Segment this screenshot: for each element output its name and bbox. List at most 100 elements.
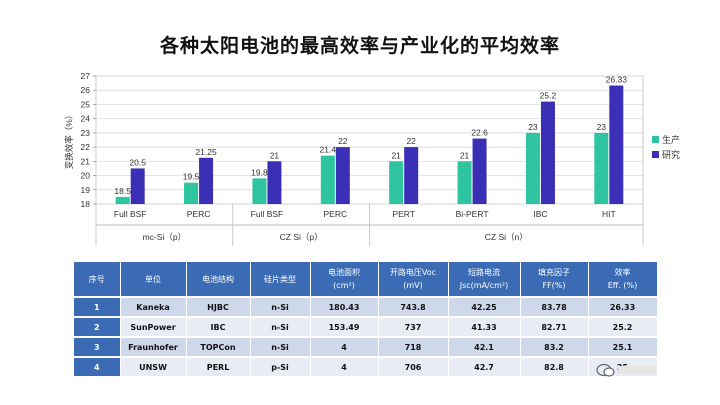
- table-header-cell: 电池面积 (cm²): [310, 262, 379, 297]
- header-text: 硅片类型: [264, 274, 296, 284]
- table-cell: 2: [74, 316, 121, 337]
- bar: [525, 132, 540, 204]
- table-cell: 41.33: [448, 316, 521, 337]
- table-cell: 42.25: [448, 296, 521, 317]
- legend-swatch: [652, 151, 659, 158]
- legend-label: 生产: [662, 134, 680, 145]
- data-label: 19.8: [251, 167, 268, 177]
- bar: [609, 85, 624, 204]
- table-cell: 26.33: [588, 296, 658, 317]
- bar: [404, 147, 419, 204]
- table-row: 3 Fraunhofer TOPCon n-Si 4 718 42.1 83.2 25.1: [74, 336, 658, 357]
- slide-title: 各种太阳电池的最高效率与产业化的平均效率: [159, 35, 560, 57]
- data-label: 26.33: [606, 75, 628, 85]
- y-tick-label: 27: [81, 71, 91, 81]
- x-tick-label: IBC: [533, 209, 547, 219]
- header-text: 单位: [145, 274, 161, 284]
- y-tick-label: 22: [81, 142, 91, 152]
- data-label: 20.5: [129, 157, 146, 167]
- header-text: FF(%): [542, 281, 566, 290]
- table-cell: 42.7: [448, 356, 521, 376]
- data-label: 23: [597, 122, 607, 132]
- table-cell: Kaneka: [120, 296, 187, 317]
- data-label: 19.5: [183, 172, 200, 182]
- table-cell: 25.2: [588, 316, 658, 337]
- table-cell: PERL: [186, 356, 251, 376]
- data-label: 23: [528, 122, 538, 132]
- data-label: 21.25: [195, 147, 217, 157]
- table-header-cell: 序号: [74, 262, 121, 297]
- table-cell: Fraunhofer: [120, 336, 187, 357]
- plot-area: [95, 75, 644, 205]
- bar: [389, 161, 404, 204]
- table-cell: SunPower: [120, 316, 187, 337]
- header-text: 开路电压Voc: [389, 268, 437, 277]
- table-header-row: 序号 单位 电池结构 硅片类型 电池面积 (cm²) 开路电压Voc (mV) 短路电流 Jsc(…: [74, 262, 658, 297]
- table-cell: 4: [310, 336, 379, 357]
- group-label: CZ Si（n）: [485, 232, 528, 242]
- data-label: 21.4: [320, 145, 337, 155]
- bar: [199, 157, 214, 204]
- table-cell: 1: [74, 296, 121, 317]
- table-cell: IBC: [186, 316, 251, 337]
- x-tick-label: PERC: [187, 209, 211, 219]
- group-label: CZ Si（p）: [280, 232, 323, 242]
- group-label: mc-Si（p）: [143, 232, 186, 242]
- table-cell: TOPCon: [186, 336, 251, 357]
- table-cell: 706: [378, 356, 449, 376]
- x-tick-label: PERC: [324, 209, 348, 219]
- table-cell: 83.78: [520, 296, 589, 317]
- wechat-icon: [596, 363, 656, 377]
- bar: [594, 132, 609, 204]
- x-tick-label: Bi-PERT: [456, 209, 489, 219]
- data-label: 25.2: [540, 91, 557, 101]
- y-axis-label: 变换效率（%）: [64, 111, 74, 170]
- table-header-cell: 短路电流 Jsc(mA/cm²): [448, 262, 521, 297]
- table-header-cell: 效率 Eff. (%): [588, 262, 658, 297]
- table-cell: n-Si: [250, 316, 311, 337]
- data-label: 21: [270, 150, 280, 160]
- table-row: 1 Kaneka HJBC n-Si 180.43 743.8 42.25 83.78 26.3…: [74, 296, 658, 317]
- table-cell: 82.71: [520, 316, 589, 337]
- data-label: 18.5: [114, 186, 131, 196]
- table-header-cell: 填充因子 FF(%): [520, 262, 589, 297]
- bar: [130, 168, 145, 204]
- data-label: 21: [460, 150, 470, 160]
- y-tick-label: 25: [81, 99, 91, 109]
- bar: [320, 155, 335, 204]
- y-tick-label: 24: [81, 114, 91, 124]
- table-header-cell: 开路电压Voc (mV): [378, 262, 449, 297]
- y-tick-label: 26: [81, 85, 91, 95]
- table-cell: 718: [378, 336, 449, 357]
- bar: [472, 138, 487, 204]
- bar: [184, 182, 199, 204]
- bar: [335, 147, 350, 204]
- data-label: 21: [391, 150, 401, 160]
- header-text: (mV): [403, 281, 423, 290]
- table-cell: 25.1: [588, 336, 658, 357]
- header-text: Jsc(mA/cm²): [459, 281, 509, 290]
- x-tick-label: HIT: [602, 209, 616, 219]
- table-row: 2 SunPower IBC n-Si 153.49 737 41.33 82.71 25.2: [74, 316, 658, 337]
- bar: [115, 196, 130, 204]
- bar: [540, 101, 555, 204]
- table-cell: p-Si: [250, 356, 311, 376]
- table-cell: n-Si: [250, 296, 311, 317]
- header-text: 效率: [614, 268, 631, 277]
- data-label: 22: [406, 136, 416, 146]
- y-tick-label: 21: [81, 156, 91, 166]
- y-tick-label: 23: [81, 128, 91, 138]
- table-cell: n-Si: [250, 336, 311, 357]
- legend-label: 研究: [662, 149, 680, 160]
- table-header-cell: 硅片类型: [250, 262, 311, 297]
- header-text: Eff. (%): [607, 281, 638, 290]
- header-text: 序号: [88, 274, 105, 284]
- data-label: 22: [338, 136, 348, 146]
- header-text: 电池结构: [202, 274, 234, 284]
- bar-chart: 18 19 20 21 22 23 24 25 26 27 变换效率（%） Full BSF PERC F…: [64, 71, 680, 246]
- data-label: 22.6: [471, 128, 488, 138]
- table-cell: 743.8: [378, 296, 449, 317]
- y-tick-label: 20: [81, 171, 91, 181]
- table-header-cell: 单位: [120, 262, 187, 297]
